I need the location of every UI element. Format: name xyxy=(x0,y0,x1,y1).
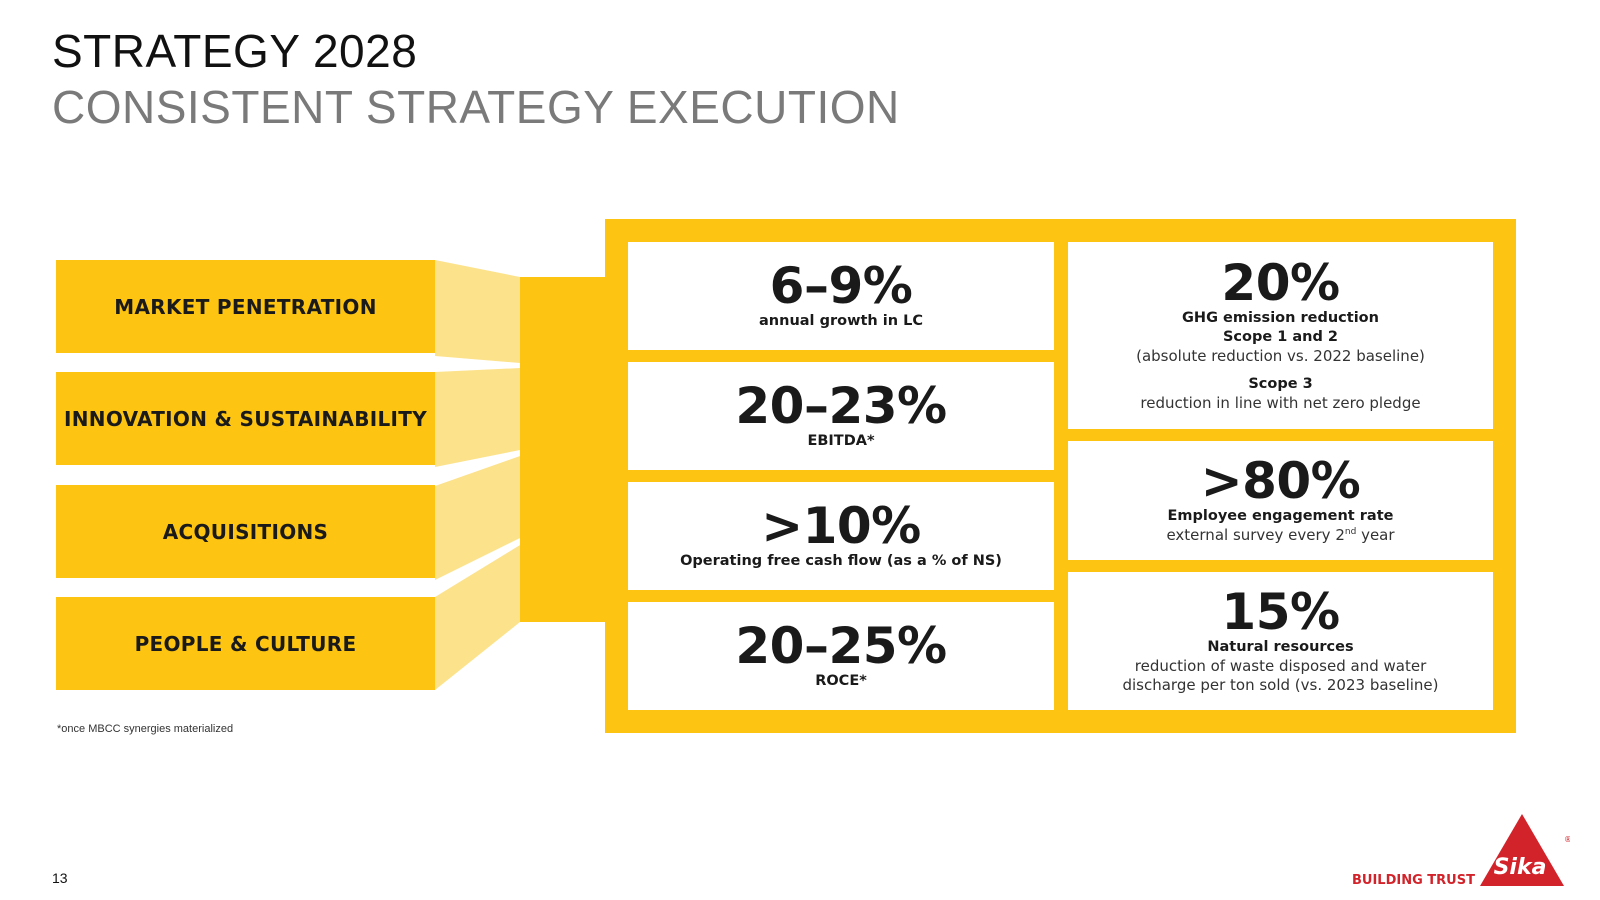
target-label: EBITDA* xyxy=(807,433,875,450)
scope-3-note: reduction in line with net zero pledge xyxy=(1140,394,1421,413)
target-box-resources: 15% Natural resources reduction of waste… xyxy=(1068,572,1493,710)
connector-bar xyxy=(520,277,605,622)
target-value: 15% xyxy=(1221,583,1340,642)
connector-gap-2 xyxy=(435,450,520,486)
target-label: ROCE* xyxy=(815,673,867,690)
connector-gap-3 xyxy=(435,538,520,597)
brand-tagline: BUILDING TRUST xyxy=(1352,873,1475,888)
target-box-engagement: >80% Employee engagement rate external s… xyxy=(1068,441,1493,560)
pillar-innovation-sustainability: INNOVATION & SUSTAINABILITY xyxy=(56,372,435,465)
target-box-roce: 20–25% ROCE* xyxy=(628,602,1054,710)
target-label: GHG emission reduction xyxy=(1182,309,1379,326)
targets-frame: 6–9% annual growth in LC 20–23% EBITDA* … xyxy=(605,219,1516,733)
slide-subtitle: CONSISTENT STRATEGY EXECUTION xyxy=(52,81,900,133)
target-label: annual growth in LC xyxy=(759,313,923,330)
target-value: 6–9% xyxy=(769,257,913,316)
pillar-people-culture: PEOPLE & CULTURE xyxy=(56,597,435,690)
scope-1-2-note: (absolute reduction vs. 2022 baseline) xyxy=(1136,346,1425,365)
sika-logo-icon: Sika ® xyxy=(1480,814,1570,886)
target-label: Employee engagement rate xyxy=(1167,508,1394,525)
target-value: >80% xyxy=(1200,452,1361,511)
target-value: 20% xyxy=(1221,253,1340,312)
target-box-ebitda: 20–23% EBITDA* xyxy=(628,362,1054,470)
pillar-market-penetration: MARKET PENETRATION xyxy=(56,260,435,353)
svg-text:Sika: Sika xyxy=(1494,855,1547,880)
resources-note-line1: reduction of waste disposed and water xyxy=(1134,657,1427,676)
target-box-cash-flow: >10% Operating free cash flow (as a % of… xyxy=(628,482,1054,590)
connector-gap-1 xyxy=(435,356,520,372)
page-number: 13 xyxy=(52,870,68,886)
engagement-note: external survey every 2nd year xyxy=(1166,526,1395,545)
svg-text:®: ® xyxy=(1564,835,1570,844)
target-box-growth: 6–9% annual growth in LC xyxy=(628,242,1054,350)
slide-title: STRATEGY 2028 xyxy=(52,25,418,77)
pillar-acquisitions: ACQUISITIONS xyxy=(56,485,435,578)
target-box-ghg: 20% GHG emission reduction Scope 1 and 2… xyxy=(1068,242,1493,429)
target-label: Operating free cash flow (as a % of NS) xyxy=(680,553,1002,570)
scope-3-label: Scope 3 xyxy=(1248,376,1313,393)
target-value: 20–25% xyxy=(735,617,947,676)
footnote: *once MBCC synergies materialized xyxy=(57,723,234,735)
target-label: Natural resources xyxy=(1207,639,1354,656)
target-value: >10% xyxy=(761,497,921,556)
scope-1-2-label: Scope 1 and 2 xyxy=(1222,328,1339,345)
resources-note-line2: discharge per ton sold (vs. 2023 baselin… xyxy=(1122,675,1439,694)
target-value: 20–23% xyxy=(735,377,947,436)
